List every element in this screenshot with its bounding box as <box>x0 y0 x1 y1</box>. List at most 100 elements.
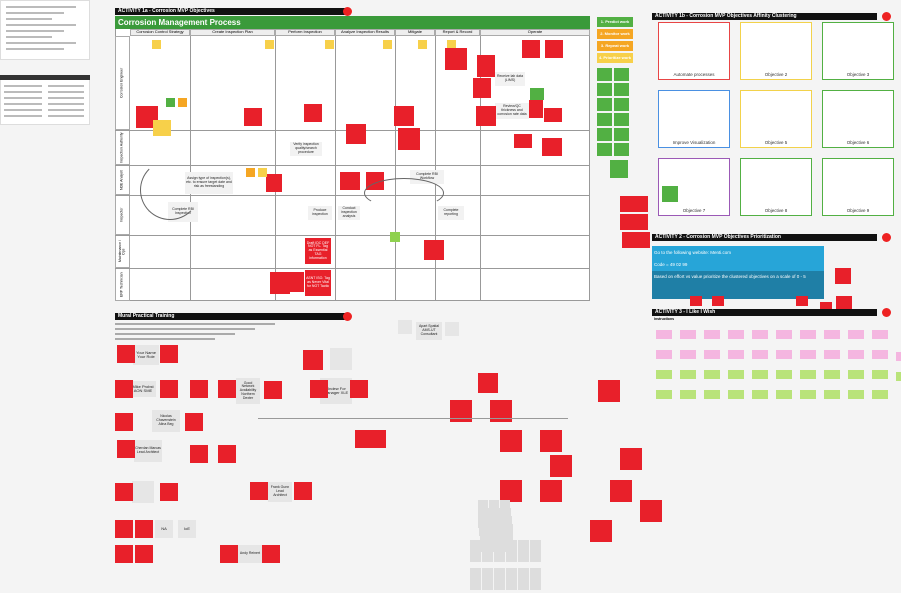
sticky-note <box>390 232 400 242</box>
sticky-note <box>752 370 768 379</box>
sticky-note <box>514 134 532 148</box>
sticky-note <box>597 83 612 96</box>
sticky-note <box>728 390 744 399</box>
text-line <box>115 323 275 325</box>
sticky-note <box>258 168 267 177</box>
text-line <box>4 109 42 111</box>
sticky-note <box>824 370 840 379</box>
instruction: Go to the following website: Menti.com <box>652 246 824 259</box>
sticky-note <box>218 380 236 398</box>
sticky-note <box>800 390 816 399</box>
placeholder-card <box>470 568 481 590</box>
sticky-note <box>796 296 808 306</box>
sticky-note <box>872 350 888 359</box>
sticky-note <box>800 330 816 339</box>
instruction: Based on effort vs value prioritize the … <box>652 271 824 299</box>
sticky-note <box>270 272 290 294</box>
cluster-label: Objective 3 <box>846 72 870 78</box>
cluster-box <box>822 158 894 216</box>
cluster-box <box>658 22 730 80</box>
text-line <box>4 103 42 105</box>
column-header: Perform Inspection <box>275 29 335 36</box>
sticky-note <box>310 380 328 398</box>
step-marker <box>265 40 274 49</box>
sticky-note <box>776 390 792 399</box>
sticky-note <box>752 350 768 359</box>
text-line <box>115 338 215 340</box>
section-title: ACTIVITY 1b - Corrosion MVP Objectives A… <box>652 13 877 20</box>
sticky-note: Mike Probst AON SME <box>130 381 156 397</box>
placeholder-card <box>506 540 517 562</box>
sticky-note <box>800 350 816 359</box>
sticky-note <box>117 345 135 363</box>
sticky-note <box>872 390 888 399</box>
lane-divider <box>115 165 590 166</box>
sticky-note <box>166 98 175 107</box>
column-divider <box>480 36 481 301</box>
sticky-note: Receive lab data (LIMS) <box>495 72 525 86</box>
sticky-note <box>117 440 135 458</box>
sticky-note <box>115 413 133 431</box>
sticky-note <box>540 430 562 452</box>
lane-divider <box>115 268 590 269</box>
sticky-note <box>545 40 563 58</box>
cluster-label: Objective 5 <box>764 140 788 146</box>
text-line <box>115 333 235 335</box>
sticky-note <box>304 104 322 122</box>
sticky-note <box>848 390 864 399</box>
sticky-note <box>656 330 672 339</box>
lane-label: Inspection Authority <box>115 130 130 165</box>
lane-label: Maintenance / Ops <box>115 235 130 268</box>
sticky-note <box>848 370 864 379</box>
sticky-note <box>398 320 412 334</box>
sticky-note <box>704 390 720 399</box>
cluster-label: Objective 7 <box>682 208 706 214</box>
sticky-note <box>450 400 472 422</box>
sticky-note <box>115 483 133 501</box>
sticky-note <box>530 88 544 100</box>
sticky-note <box>445 322 459 336</box>
sticky-note <box>476 106 496 126</box>
step-marker <box>447 40 456 49</box>
sticky-note: ASNT ISO. Tag as Never Vital for NOT Tac… <box>305 270 331 296</box>
sticky-note <box>662 186 678 202</box>
sticky-note <box>614 68 629 81</box>
sticky-note <box>477 55 495 77</box>
sticky-note <box>680 370 696 379</box>
sticky-note: Conduct inspection analysis <box>338 206 360 220</box>
sticky-note: Complete reporting <box>438 206 464 220</box>
sticky-note <box>244 108 262 126</box>
section-title: ACTIVITY 2 - Corrosion MVP Objectives Pr… <box>652 234 877 241</box>
sticky-note <box>614 113 629 126</box>
sticky-note <box>728 370 744 379</box>
placeholder-card <box>492 524 502 552</box>
sticky-note <box>896 352 901 361</box>
column-header: Report & Record <box>435 29 480 36</box>
cluster-label: Objective 9 <box>846 208 870 214</box>
sticky-note <box>704 330 720 339</box>
sticky-note <box>848 330 864 339</box>
sticky-note <box>529 100 543 118</box>
cluster-box <box>740 158 812 216</box>
sticky-note <box>262 545 280 563</box>
placeholder-card <box>530 568 541 590</box>
column-divider <box>335 36 336 301</box>
placeholder-card <box>482 540 493 562</box>
sticky-note <box>115 520 133 538</box>
sticky-note <box>266 174 282 192</box>
sticky-note: Andy Reinert <box>238 545 262 563</box>
sticky-note: Produce inspection <box>308 206 332 220</box>
panel-header <box>0 75 90 80</box>
sticky-note <box>836 296 852 312</box>
placeholder-card <box>518 540 529 562</box>
section-title: Mural Practical Training <box>115 313 345 320</box>
step-marker <box>325 40 334 49</box>
sticky-note <box>776 330 792 339</box>
sticky-note <box>115 545 133 563</box>
column-header: Analyze Inspection Results <box>335 29 395 36</box>
sticky-note <box>178 98 187 107</box>
sticky-note <box>848 350 864 359</box>
text-line <box>6 18 52 20</box>
sticky-note <box>614 128 629 141</box>
sticky-note <box>346 124 366 144</box>
